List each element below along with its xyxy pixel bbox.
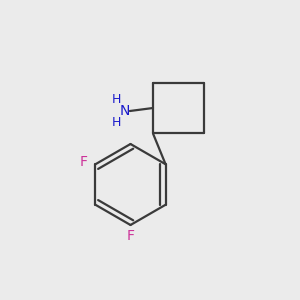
Text: H: H (111, 93, 121, 106)
Text: N: N (119, 104, 130, 118)
Text: H: H (111, 116, 121, 129)
Text: F: F (127, 230, 134, 243)
Text: F: F (80, 155, 88, 169)
